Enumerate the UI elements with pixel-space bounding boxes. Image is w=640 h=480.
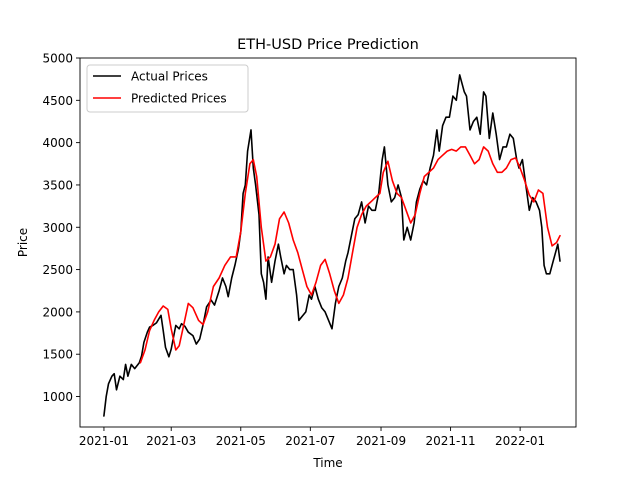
- y-tick-label: 2500: [42, 263, 73, 277]
- x-axis-label: Time: [312, 456, 342, 470]
- y-tick-label: 2000: [42, 305, 73, 319]
- x-axis: 2021-01 2021-03 2021-05 2021-07 2021-09 2021-…: [79, 427, 545, 448]
- legend-label: Predicted Prices: [131, 92, 227, 106]
- plot-frame: [79, 57, 577, 428]
- x-tick-label: 2021-05: [216, 434, 266, 448]
- series-layer: [103, 74, 561, 417]
- legend-box: [86, 64, 249, 113]
- legend: Actual Prices Predicted Prices: [86, 64, 249, 113]
- y-tick-label: 4000: [42, 136, 73, 150]
- y-tick-label: 4500: [42, 94, 73, 108]
- x-tick-label: 2021-09: [356, 434, 406, 448]
- y-tick-label: 3000: [42, 221, 73, 235]
- x-tick-label: 2021-01: [79, 434, 129, 448]
- y-axis-label: Price: [16, 228, 30, 257]
- y-axis: 1000 1500 2000 2500 3000 3500 4000 4500 5000: [42, 52, 80, 404]
- legend-label: Actual Prices: [131, 70, 208, 84]
- series-line-predicted: [139, 146, 561, 364]
- y-tick-label: 3500: [42, 178, 73, 192]
- y-tick-label: 5000: [42, 52, 73, 66]
- x-tick-label: 2022-01: [495, 434, 545, 448]
- x-tick-label: 2021-03: [146, 434, 196, 448]
- series-line-actual: [103, 74, 561, 417]
- y-tick-label: 1500: [42, 348, 73, 362]
- x-tick-label: 2021-07: [285, 434, 335, 448]
- x-tick-label: 2021-11: [426, 434, 476, 448]
- y-tick-label: 1000: [42, 390, 73, 404]
- chart-title: ETH-USD Price Prediction: [237, 37, 419, 53]
